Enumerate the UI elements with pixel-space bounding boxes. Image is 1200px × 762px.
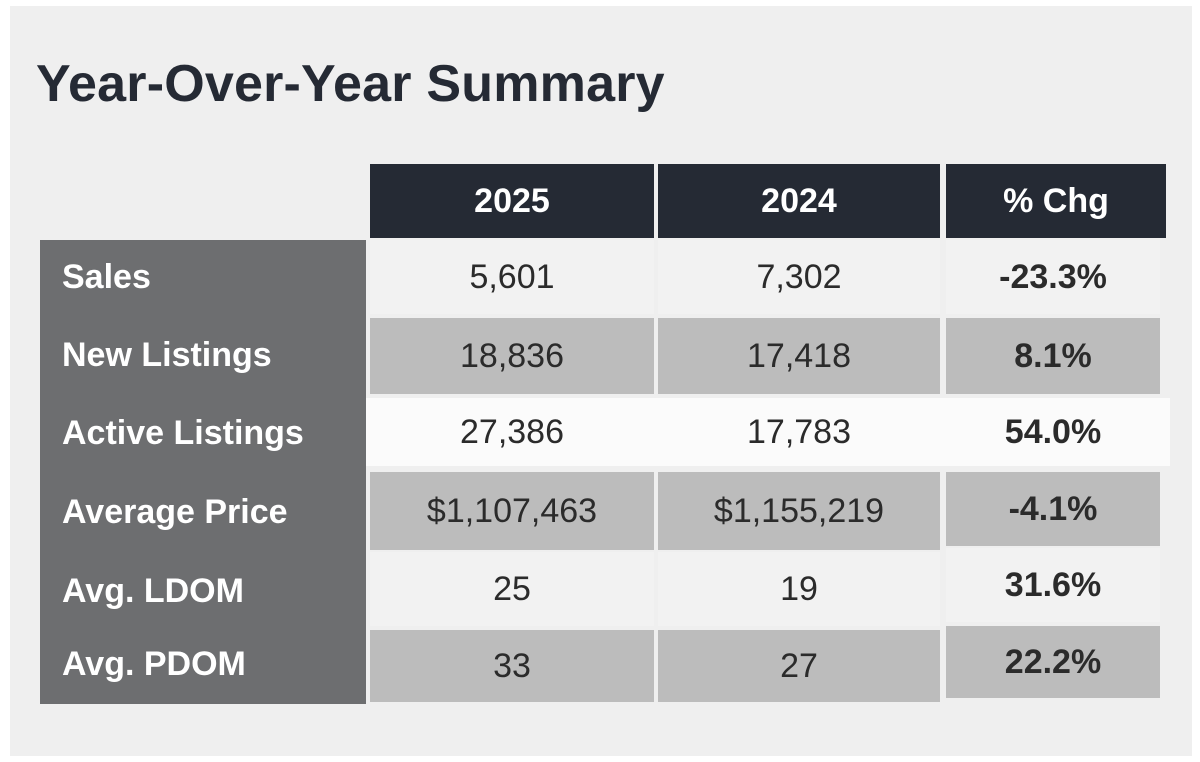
- cell-active-listings-pct-chg: 54.0%: [1004, 412, 1102, 451]
- cell-new-listings-pct-chg: 8.1%: [946, 318, 1160, 394]
- cell-average-price-pct-chg: -4.1%: [946, 472, 1160, 546]
- row-label-new-listings: New Listings: [62, 336, 272, 374]
- row-label-avg-pdom: Avg. PDOM: [62, 645, 246, 683]
- column-header-2025: 2025: [370, 164, 654, 238]
- cell-active-listings-2024: 17,783: [747, 412, 851, 451]
- page-title: Year-Over-Year Summary: [36, 55, 665, 113]
- cell-average-price-2024: $1,155,219: [658, 472, 940, 550]
- cell-sales-2024: 7,302: [658, 240, 940, 314]
- column-header-pct-chg: % Chg: [946, 164, 1166, 238]
- cell-sales-2025: 5,601: [370, 240, 654, 314]
- row-label-sales: Sales: [62, 258, 151, 296]
- cell-avg-pdom-2025: 33: [370, 630, 654, 702]
- row-label-column: [40, 240, 366, 704]
- cell-new-listings-2025: 18,836: [370, 318, 654, 394]
- cell-avg-ldom-2025: 25: [370, 552, 654, 626]
- row-label-avg-ldom: Avg. LDOM: [62, 572, 244, 610]
- cell-sales-pct-chg: -23.3%: [946, 240, 1160, 314]
- column-header-2024: 2024: [658, 164, 940, 238]
- row-label-active-listings: Active Listings: [62, 414, 304, 452]
- active-listings-highlight: [366, 398, 1170, 466]
- cell-avg-pdom-2024: 27: [658, 630, 940, 702]
- cell-active-listings-2025: 27,386: [460, 412, 564, 451]
- cell-avg-ldom-pct-chg: 31.6%: [946, 548, 1160, 622]
- cell-avg-pdom-pct-chg: 22.2%: [946, 626, 1160, 698]
- row-label-average-price: Average Price: [62, 493, 288, 531]
- cell-avg-ldom-2024: 19: [658, 552, 940, 626]
- cell-new-listings-2024: 17,418: [658, 318, 940, 394]
- cell-average-price-2025: $1,107,463: [370, 472, 654, 550]
